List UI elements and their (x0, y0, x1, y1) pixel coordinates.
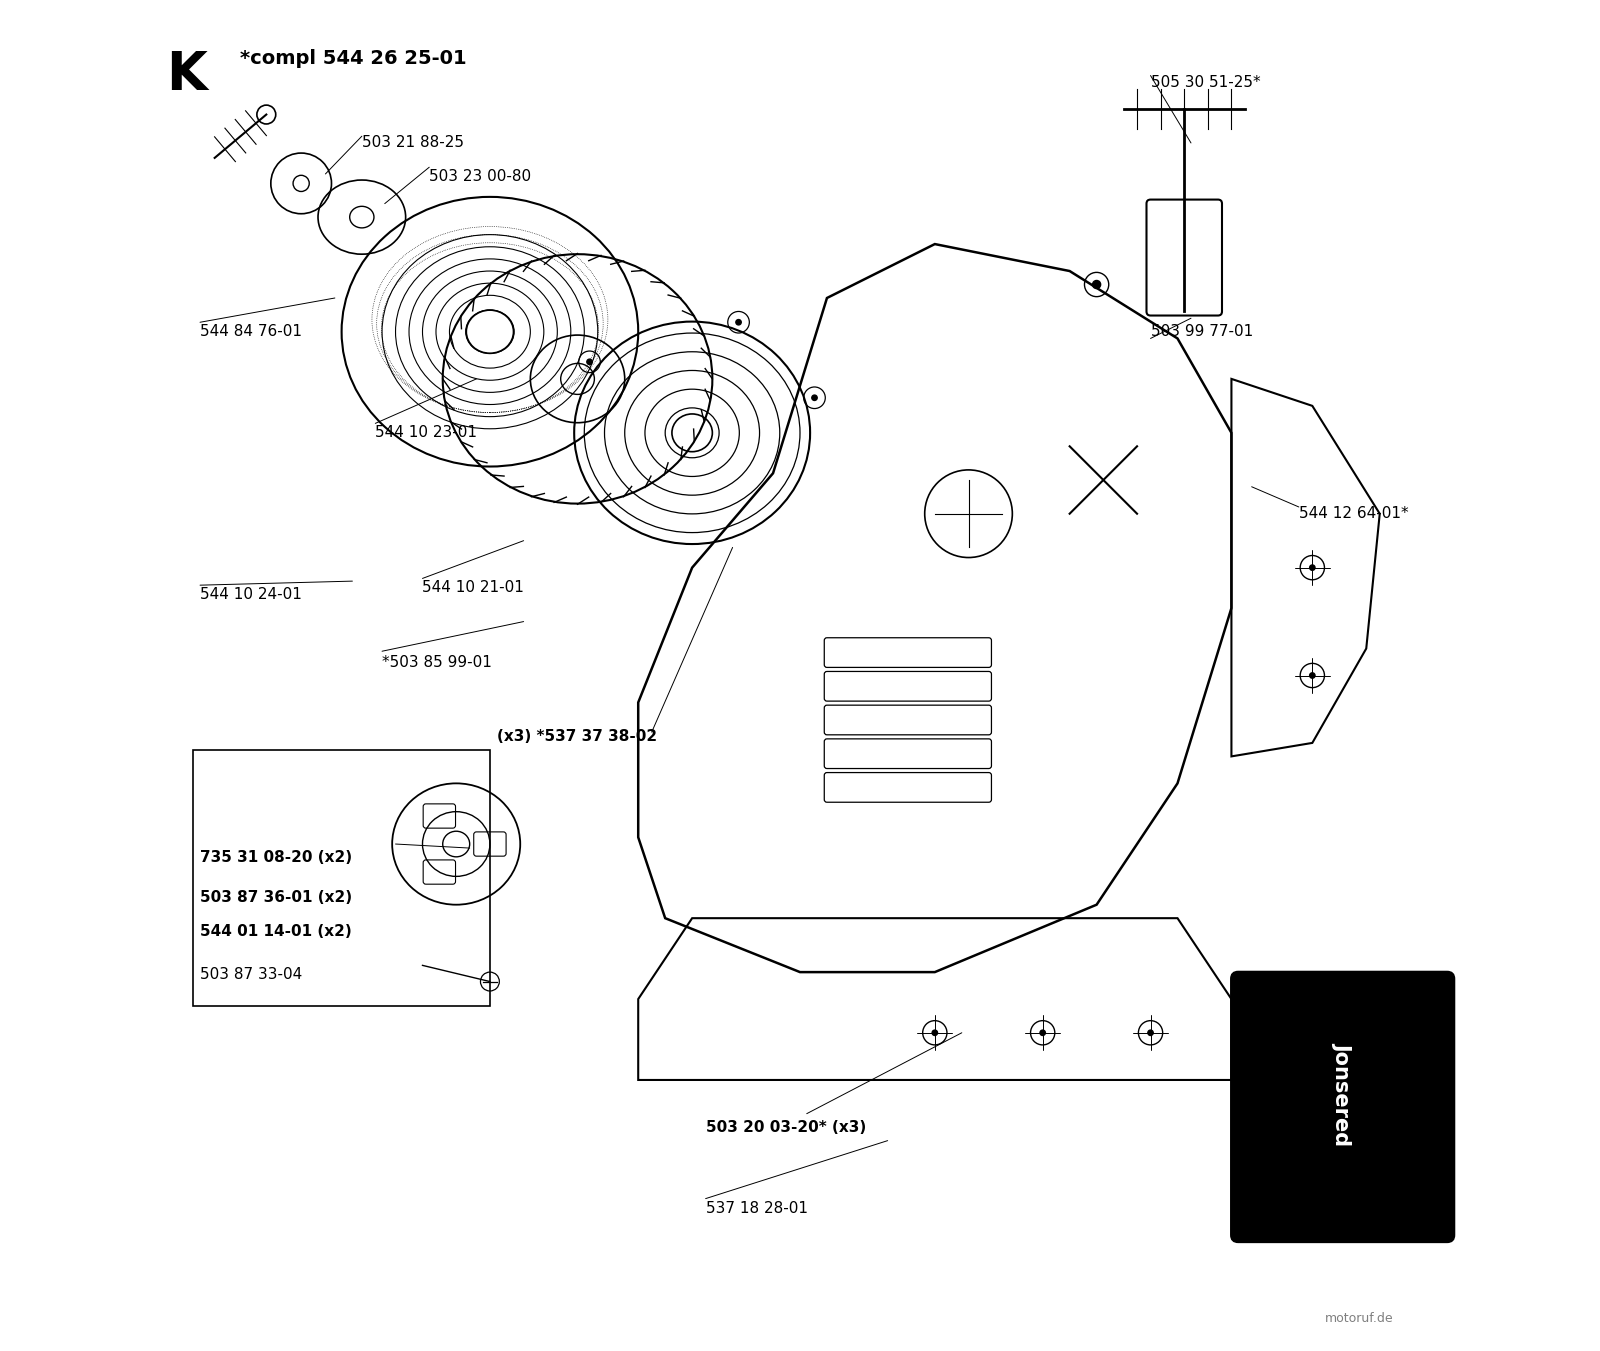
Text: *503 85 99-01: *503 85 99-01 (382, 654, 491, 670)
Circle shape (736, 320, 741, 326)
Text: 537 18 28-01: 537 18 28-01 (706, 1201, 808, 1216)
Text: 503 87 36-01 (x2): 503 87 36-01 (x2) (200, 890, 352, 905)
Text: 503 99 77-01: 503 99 77-01 (1150, 324, 1253, 339)
Circle shape (1310, 565, 1315, 570)
FancyBboxPatch shape (1232, 973, 1454, 1242)
Circle shape (1147, 1029, 1154, 1035)
Circle shape (1310, 673, 1315, 678)
Text: 544 84 76-01: 544 84 76-01 (200, 324, 302, 339)
Text: motoruf.de: motoruf.de (1325, 1312, 1394, 1325)
Text: *compl 544 26 25-01: *compl 544 26 25-01 (240, 49, 467, 68)
Circle shape (1040, 1029, 1045, 1035)
Circle shape (811, 394, 818, 400)
Text: (x3) *537 37 38-02: (x3) *537 37 38-02 (496, 728, 656, 743)
Circle shape (587, 359, 592, 365)
Text: 735 31 08-20 (x2): 735 31 08-20 (x2) (200, 850, 352, 865)
Bar (194, 750, 490, 1005)
Text: 544 12 64-01*: 544 12 64-01* (1299, 507, 1408, 521)
Text: 544 10 23-01: 544 10 23-01 (376, 426, 477, 440)
Text: 503 23 00-80: 503 23 00-80 (429, 169, 531, 184)
Text: K: K (166, 49, 208, 100)
Text: 503 20 03-20* (x3): 503 20 03-20* (x3) (706, 1120, 866, 1135)
Text: 544 10 21-01: 544 10 21-01 (422, 581, 525, 596)
Circle shape (933, 1029, 938, 1035)
Text: 505 30 51-25*: 505 30 51-25* (1150, 74, 1261, 89)
Circle shape (1093, 281, 1101, 289)
Text: 544 10 24-01: 544 10 24-01 (200, 588, 302, 603)
Text: 544 01 14-01 (x2): 544 01 14-01 (x2) (200, 924, 352, 939)
Text: 503 87 33-04: 503 87 33-04 (200, 967, 302, 982)
Text: Jonsered: Jonsered (1333, 1042, 1352, 1146)
Text: 503 21 88-25: 503 21 88-25 (362, 135, 464, 150)
